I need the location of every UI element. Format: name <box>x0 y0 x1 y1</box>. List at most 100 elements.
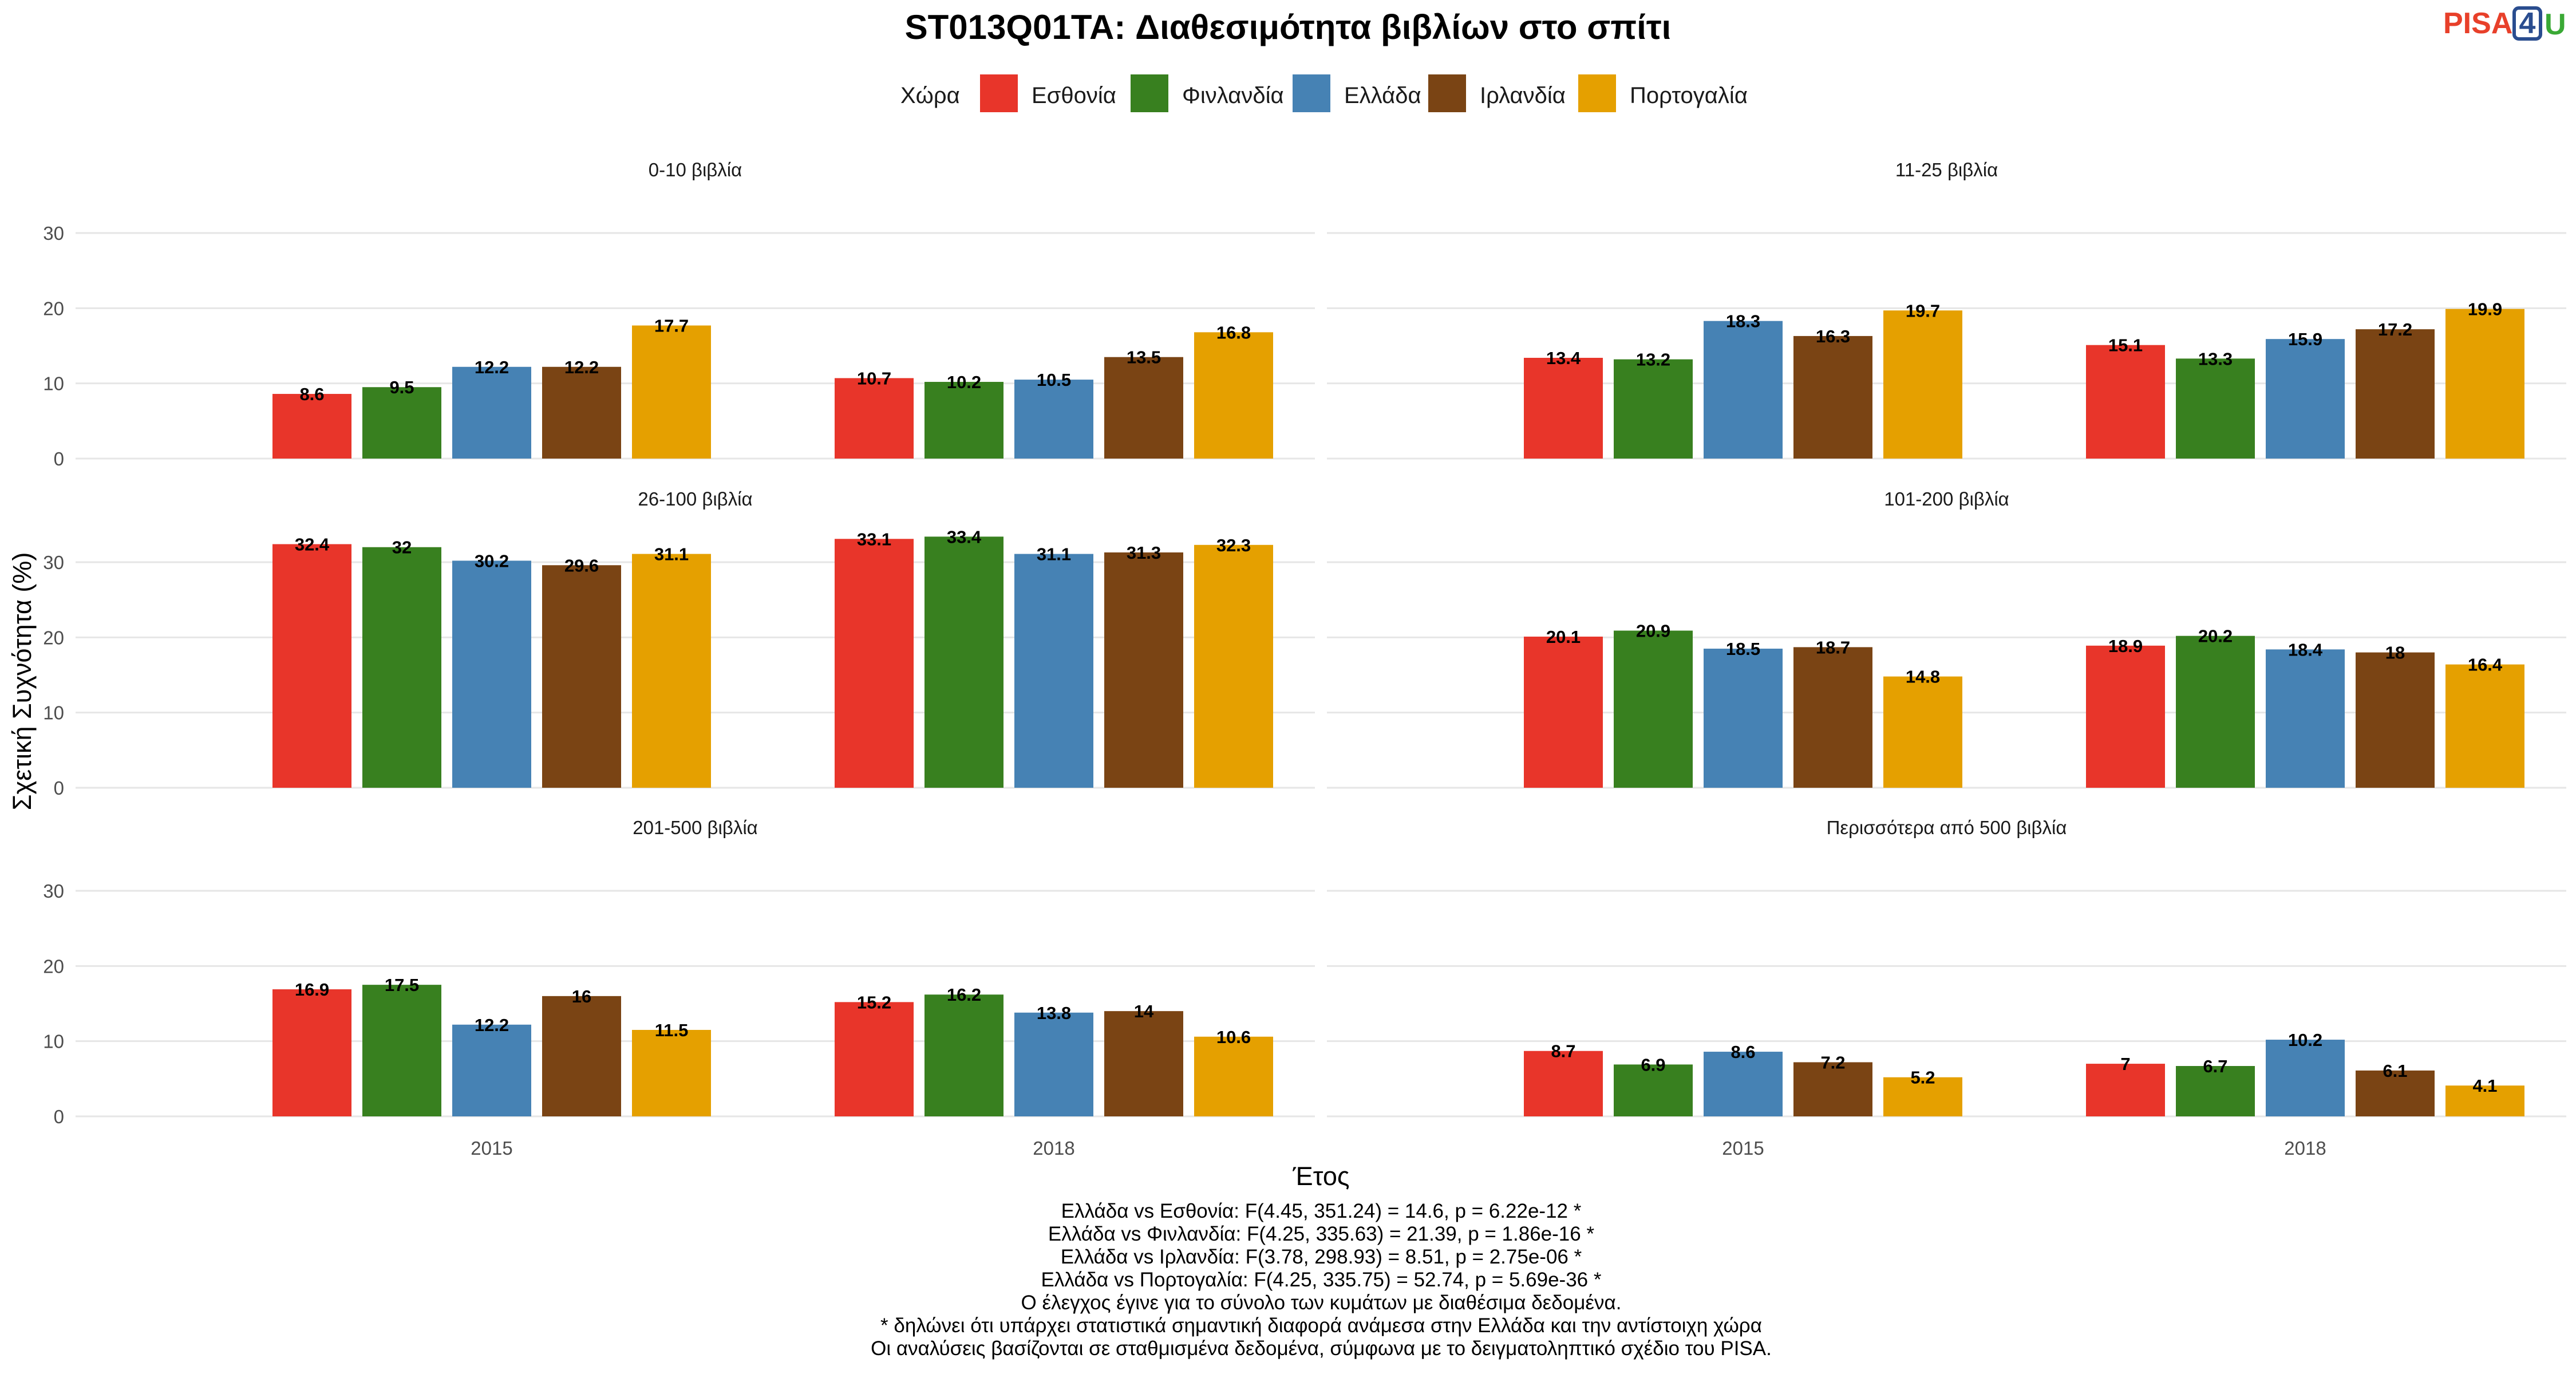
bar <box>632 325 711 459</box>
bar <box>924 994 1003 1116</box>
bar-value-label: 31.1 <box>1037 544 1071 564</box>
bar <box>542 366 621 459</box>
bar-value-label: 13.3 <box>2198 349 2233 369</box>
bar-value-label: 20.9 <box>1636 621 1670 641</box>
bar <box>2356 329 2435 459</box>
bar <box>1524 637 1603 788</box>
bar-value-label: 30.2 <box>475 551 509 571</box>
bar-value-label: 10.5 <box>1037 370 1071 390</box>
bar-value-label: 18.4 <box>2288 639 2323 660</box>
legend: Χώρα Εσθονία Φινλανδία Ελλάδα Ιρλανδία Πορτο… <box>900 74 1748 112</box>
logo-text: PISA <box>2443 7 2512 40</box>
bar <box>542 565 621 788</box>
bar <box>924 382 1003 459</box>
bar-value-label: 15.2 <box>857 992 891 1012</box>
legend-title: Χώρα <box>900 83 960 108</box>
bar-value-label: 8.6 <box>1730 1042 1755 1062</box>
bar-value-label: 4.1 <box>2472 1076 2497 1096</box>
bar <box>2176 1066 2255 1116</box>
bar <box>2086 1064 2165 1116</box>
bar <box>272 544 351 788</box>
bar-value-label: 16 <box>572 986 591 1006</box>
bar <box>1704 1052 1783 1116</box>
bar <box>1614 1064 1693 1116</box>
bar-value-label: 19.7 <box>1906 301 1940 321</box>
y-tick-label: 0 <box>54 1106 64 1127</box>
y-tick-label: 20 <box>43 298 64 319</box>
x-tick-label: 2018 <box>2284 1138 2326 1159</box>
bar-value-label: 12.2 <box>475 1015 509 1035</box>
facet-panel: 26-100 βιβλία 0 10 20 30 32.4 32 30.2 29.6 31.1 33… <box>43 488 1315 799</box>
bar <box>835 378 914 459</box>
bar <box>1793 335 1872 459</box>
bar-value-label: 12.2 <box>475 357 509 377</box>
bar-value-label: 5.2 <box>1910 1068 1935 1088</box>
bar-value-label: 31.3 <box>1127 543 1161 563</box>
bar <box>272 989 351 1116</box>
bar <box>1104 552 1183 788</box>
bar-value-label: 8.7 <box>1551 1041 1575 1061</box>
legend-swatch <box>1131 74 1168 112</box>
bar <box>835 1002 914 1116</box>
bar <box>1614 359 1693 459</box>
bar-value-label: 20.2 <box>2198 626 2233 646</box>
y-tick-label: 20 <box>43 627 64 648</box>
bar-value-label: 13.8 <box>1037 1003 1071 1023</box>
bar-value-label: 10.7 <box>857 368 891 388</box>
bar-value-label: 17.2 <box>2378 319 2412 339</box>
bar-value-label: 6.1 <box>2383 1061 2407 1081</box>
bar <box>452 1024 531 1116</box>
legend-label: Εσθονία <box>1032 83 1116 108</box>
bar <box>924 536 1003 788</box>
bar-value-label: 10.6 <box>1216 1027 1251 1047</box>
bar-value-label: 8.6 <box>299 384 324 404</box>
bar-value-label: 32.4 <box>295 534 330 554</box>
bar-value-label: 13.5 <box>1127 348 1161 368</box>
facet-panel: 101-200 βιβλία 20.1 20.9 18.5 18.7 14.8 18.9 20… <box>1327 488 2566 789</box>
chart-panels: 0-10 βιβλία 0 10 20 30 8.6 9.5 12.2 12.2 17.7 10.7… <box>43 159 2566 1159</box>
caption-line: Ελλάδα vs Φινλανδία: F(4.25, 335.63) = 2… <box>1048 1223 1595 1245</box>
y-tick-label: 10 <box>43 702 64 724</box>
bar <box>2266 1040 2345 1116</box>
bar-value-label: 32.3 <box>1216 535 1251 555</box>
bar <box>2176 635 2255 788</box>
bar-value-label: 33.1 <box>857 529 891 549</box>
bar <box>1524 1051 1603 1116</box>
x-axis-title: Έτος <box>1292 1162 1349 1191</box>
bar <box>1194 544 1273 788</box>
y-tick-label: 0 <box>54 448 64 469</box>
bar <box>362 547 441 788</box>
bar <box>1014 380 1093 459</box>
bar <box>2356 652 2435 788</box>
facet-label: Περισσότερα από 500 βιβλία <box>1827 817 2067 838</box>
bar-value-label: 14 <box>1134 1001 1154 1021</box>
bar-value-label: 18.7 <box>1816 637 1850 657</box>
bar <box>1704 321 1783 459</box>
bar-value-label: 33.4 <box>947 527 982 547</box>
bar <box>1104 357 1183 459</box>
bar-value-label: 15.1 <box>2108 335 2143 356</box>
caption-line: * δηλώνει ότι υπάρχει στατιστικά σημαντι… <box>880 1314 1762 1337</box>
caption-line: Ελλάδα vs Εσθονία: F(4.45, 351.24) = 14.… <box>1061 1200 1582 1222</box>
bar <box>2356 1070 2435 1116</box>
y-tick-label: 0 <box>54 777 64 799</box>
y-tick-label: 30 <box>43 552 64 573</box>
bar <box>2176 358 2255 459</box>
bar-value-label: 18.9 <box>2108 636 2143 656</box>
logo-letter: U <box>2545 8 2566 41</box>
bar <box>1883 310 1962 459</box>
caption-line: Ο έλεγχος έγινε για το σύνολο των κυμάτω… <box>1021 1292 1622 1314</box>
bar-value-label: 17.7 <box>654 316 689 336</box>
bar <box>2086 345 2165 459</box>
bar <box>452 560 531 788</box>
x-tick-label: 2018 <box>1033 1138 1074 1159</box>
caption-line: Ελλάδα vs Ιρλανδία: F(3.78, 298.93) = 8.… <box>1061 1246 1582 1268</box>
bar-value-label: 10.2 <box>2288 1030 2322 1050</box>
bar <box>2445 309 2524 459</box>
bar <box>1194 1036 1273 1116</box>
facet-label: 0-10 βιβλία <box>649 159 742 180</box>
bar <box>1104 1011 1183 1116</box>
caption-line: Οι αναλύσεις βασίζονται σε σταθμισμένα δ… <box>871 1337 1772 1360</box>
bar <box>1614 630 1693 788</box>
